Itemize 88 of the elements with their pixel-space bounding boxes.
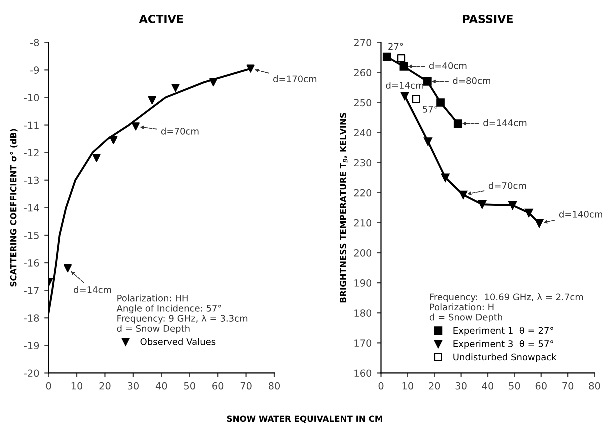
point: [535, 219, 544, 228]
x-tick-label: 30: [456, 382, 467, 390]
y-tick-label: -8: [30, 39, 40, 46]
legend-label: Experiment 3 θ = 57°: [454, 340, 554, 350]
y-axis-title: BRIGHTNESS TEMPERATURE T$_{B}$, KELVINS: [340, 113, 348, 303]
y-tick-label: -19: [24, 342, 40, 350]
y-tick-label: 200: [354, 249, 372, 257]
y-tick-label: -12: [24, 149, 39, 157]
annotation: d=14cm: [74, 286, 112, 294]
legend-title: Polarization: HH Angle of Incidence: 57° Frequency: 9 GHz, λ = 3.3cm d = Snow Depth: [116, 294, 248, 334]
point: [210, 78, 218, 87]
y-tick-label: -11: [24, 122, 39, 129]
y-tick-label: 240: [354, 129, 372, 137]
point: [64, 264, 72, 273]
point: [92, 154, 101, 162]
legend-label: Observed Values: [140, 338, 216, 346]
x-tick-label: 30: [128, 382, 139, 390]
x-tick-label: 0: [46, 382, 52, 390]
x-tick-label: 60: [536, 382, 547, 390]
point: [441, 174, 450, 182]
point: [398, 54, 406, 63]
chart-title: PASSIVE: [463, 14, 513, 24]
point: [459, 190, 468, 200]
annotation: d=70cm: [488, 182, 526, 190]
y-axis-title: SCATTERING COEFFICIENT σ° (dB): [10, 129, 18, 287]
point: [508, 201, 517, 210]
x-tick-label: 40: [156, 382, 168, 390]
annotation: d=140cm: [559, 210, 602, 218]
annotation: 57°: [423, 106, 438, 113]
y-tick-label: 230: [354, 159, 372, 167]
point: [454, 120, 462, 128]
annotation: d=80cm: [453, 77, 490, 84]
point: [172, 84, 180, 92]
x-tick-label: 50: [184, 382, 196, 390]
annotation: d=144cm: [484, 119, 527, 126]
point: [132, 122, 140, 131]
y-tick-label: 180: [354, 310, 372, 317]
x-tick-label: 40: [482, 382, 494, 390]
y-tick-label: 190: [354, 280, 372, 287]
y-tick-label: -20: [24, 370, 40, 378]
point: [478, 200, 487, 209]
x-tick-label: 20: [429, 382, 440, 390]
x-tick-label: 10: [72, 382, 83, 390]
point: [246, 64, 255, 73]
annotation: d=14cm: [386, 82, 424, 90]
legend-label: Experiment 1 θ = 27°: [454, 327, 554, 336]
y-tick-label: -16: [24, 260, 40, 267]
x-tick-label: 80: [268, 382, 280, 390]
x-tick-label: 60: [212, 382, 224, 390]
y-tick-label: 160: [354, 370, 372, 378]
y-tick-label: 170: [354, 340, 372, 348]
annotation: d=170cm: [274, 76, 317, 83]
chart-title: ACTIVE: [139, 14, 184, 24]
y-tick-label: -17: [24, 287, 39, 294]
x-tick-label: 50: [509, 382, 520, 390]
y-tick-label: -13: [24, 176, 39, 184]
point: [382, 52, 392, 62]
annotation: 27°: [388, 43, 404, 50]
y-tick-label: 210: [354, 219, 372, 227]
annotation: d=40cm: [429, 62, 467, 70]
point: [424, 138, 432, 146]
point: [412, 95, 421, 104]
y-tick-label: 260: [354, 69, 372, 77]
x-tick-label: 20: [100, 382, 111, 390]
point: [424, 78, 432, 86]
x-axis-title: SNOW WATER EQUIVALENT IN CM: [227, 416, 382, 424]
point: [400, 92, 410, 100]
y-tick-label: 250: [354, 99, 372, 107]
y-tick-label: -18: [24, 314, 40, 322]
y-tick-label: 270: [354, 39, 372, 46]
point: [148, 96, 156, 105]
x-tick-label: 10: [402, 382, 414, 390]
legend-label: Undisturbed Snowpack: [454, 354, 557, 362]
x-tick-label: 80: [589, 382, 600, 390]
annotation: d=70cm: [161, 128, 199, 135]
point: [110, 136, 118, 144]
x-tick-label: 0: [378, 382, 384, 390]
x-tick-label: 70: [562, 382, 574, 390]
point: [400, 62, 408, 71]
y-tick-label: -14: [24, 204, 40, 212]
legend-title: Frequency: 10.69 GHz, λ = 2.7cm Polarization: H d = Snow Depth: [430, 294, 584, 322]
x-tick-label: 70: [240, 382, 252, 390]
point: [524, 208, 534, 218]
y-tick-label: 220: [354, 189, 372, 197]
point: [436, 98, 445, 107]
y-tick-label: -10: [24, 94, 40, 102]
y-tick-label: -9: [30, 66, 40, 74]
y-tick-label: -15: [24, 232, 39, 240]
